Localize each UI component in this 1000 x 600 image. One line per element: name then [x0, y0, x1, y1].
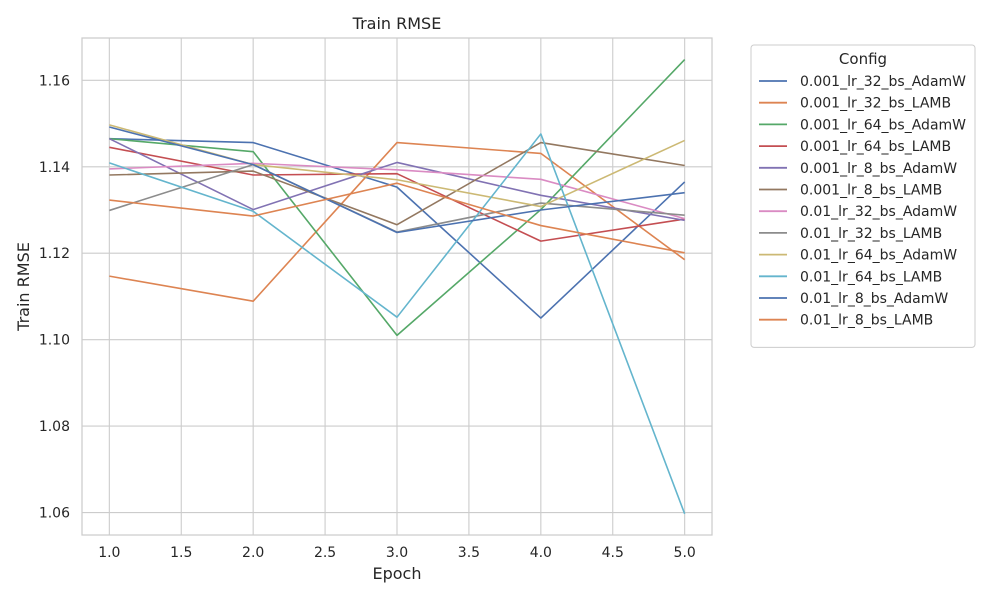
y-tick-label: 1.16: [39, 73, 70, 89]
y-tick-label: 1.12: [39, 246, 70, 262]
y-axis-label: Train RMSE: [14, 242, 33, 332]
x-axis-ticks: 1.0 1.5 2.0 2.5 3.0 3.5 4.0 4.5 5.0: [98, 545, 696, 561]
x-tick-label: 1.5: [170, 545, 192, 561]
legend-box: [750, 44, 976, 348]
plot-area: [81, 37, 713, 536]
x-tick-label: 4.5: [602, 545, 624, 561]
y-tick-label: 1.10: [39, 333, 70, 349]
series-line-2: [109, 59, 686, 337]
series-line-10: [109, 126, 685, 234]
series-line-6: [109, 162, 685, 220]
legend-label: 0.01_lr_64_bs_AdamW: [800, 248, 957, 264]
plot-frame: [81, 37, 713, 536]
series-line-11: [109, 182, 685, 254]
x-tick-label: 2.5: [314, 545, 336, 561]
series-line-0: [109, 137, 686, 319]
x-tick-label: 3.0: [386, 545, 408, 561]
legend-label: 0.01_lr_8_bs_AdamW: [800, 291, 948, 307]
x-tick-label: 4.0: [530, 545, 552, 561]
series-lines: [108, 59, 686, 515]
series-line-5: [109, 141, 685, 226]
legend-label: 0.001_lr_32_bs_LAMB: [800, 96, 951, 112]
legend-title: Config: [839, 50, 887, 68]
series-line-9: [109, 133, 686, 515]
y-tick-label: 1.14: [39, 160, 70, 176]
grid-lines: [82, 38, 712, 535]
legend-label: 0.01_lr_32_bs_AdamW: [800, 204, 957, 220]
legend: Config 0.001_lr_32_bs_AdamW0.001_lr_32_b…: [750, 44, 976, 348]
y-tick-label: 1.08: [39, 419, 70, 435]
x-tick-label: 2.0: [242, 545, 264, 561]
legend-label: 0.001_lr_64_bs_AdamW: [800, 117, 966, 133]
x-tick-label: 5.0: [674, 545, 696, 561]
chart-title: Train RMSE: [352, 14, 442, 33]
legend-label: 0.001_lr_64_bs_LAMB: [800, 139, 951, 155]
legend-label: 0.001_lr_8_bs_LAMB: [800, 183, 942, 199]
y-tick-label: 1.06: [39, 506, 70, 522]
series-line-1: [109, 141, 686, 302]
legend-label: 0.01_lr_32_bs_LAMB: [800, 226, 942, 242]
y-axis-ticks: 1.06 1.08 1.10 1.12 1.14 1.16: [39, 73, 70, 521]
x-tick-label: 1.0: [98, 545, 120, 561]
legend-label: 0.001_lr_8_bs_AdamW: [800, 161, 957, 177]
x-axis-label: Epoch: [373, 564, 422, 583]
x-tick-label: 3.5: [458, 545, 480, 561]
legend-label: 0.01_lr_8_bs_LAMB: [800, 313, 933, 329]
legend-items: 0.001_lr_32_bs_AdamW 0.001_lr_32_bs_LAMB 0…: [759, 74, 966, 329]
legend-label: 0.01_lr_64_bs_LAMB: [800, 269, 942, 285]
legend-label: 0.001_lr_32_bs_AdamW: [800, 74, 966, 90]
